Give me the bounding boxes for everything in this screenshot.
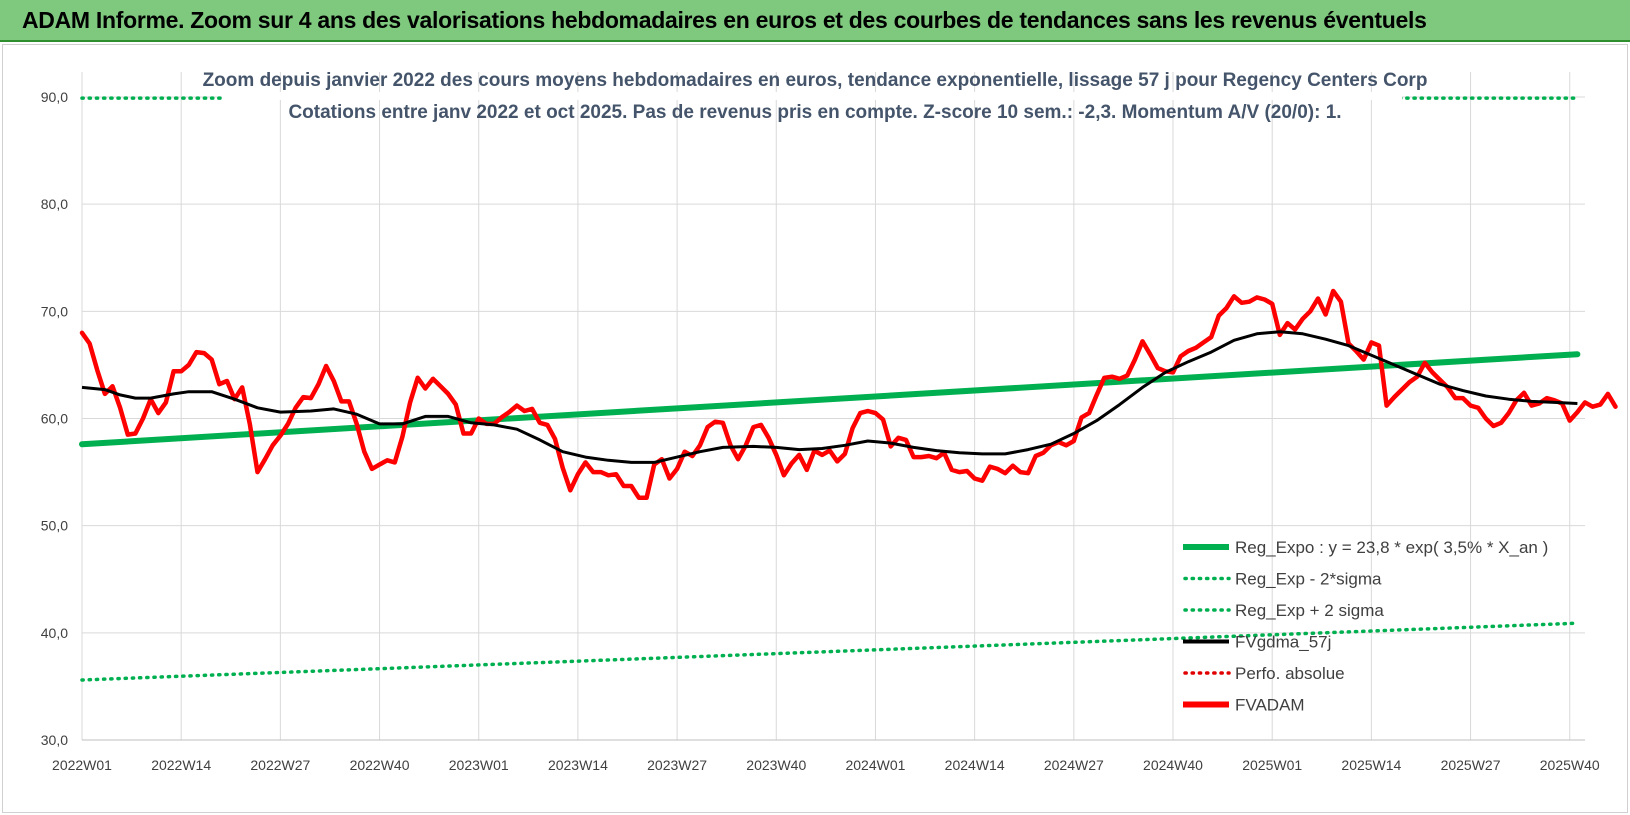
legend-item-reg_expo: Reg_Expo : y = 23,8 * exp( 3,5% * X_an ) [1183,538,1548,557]
x-tick-label: 2024W01 [845,757,905,773]
y-tick-label: 40,0 [41,625,68,641]
x-tick-label: 2023W40 [746,757,806,773]
legend-label: Reg_Expo : y = 23,8 * exp( 3,5% * X_an ) [1235,538,1548,557]
x-tick-label: 2025W01 [1242,757,1302,773]
series-reg-exp-minus-2-sigma [80,621,1580,682]
page-title: ADAM Informe. Zoom sur 4 ans des valoris… [22,7,1427,33]
x-tick-label: 2022W27 [250,757,310,773]
legend-label: Reg_Exp + 2 sigma [1235,601,1384,620]
chart-title-line-1: Zoom depuis janvier 2022 des cours moyen… [203,70,1428,91]
x-tick-label: 2023W14 [548,757,608,773]
y-tick-label: 80,0 [41,196,68,212]
chart-title-line-2: Cotations entre janv 2022 et oct 2025. P… [288,102,1341,123]
x-tick-label: 2025W14 [1341,757,1401,773]
x-tick-label: 2022W14 [151,757,211,773]
legend: Reg_Expo : y = 23,8 * exp( 3,5% * X_an )… [1183,538,1548,715]
series-fvgdma-57j [81,330,1578,464]
x-tick-label: 2024W14 [945,757,1005,773]
x-tick-label: 2025W27 [1441,757,1501,773]
x-tick-label: 2022W01 [52,757,112,773]
legend-label: Reg_Exp - 2*sigma [1235,570,1382,589]
y-tick-label: 70,0 [41,303,68,319]
legend-item-reg_plus: Reg_Exp + 2 sigma [1183,601,1384,620]
legend-item-reg_minus: Reg_Exp - 2*sigma [1183,570,1382,589]
legend-label: FVADAM [1235,696,1305,715]
y-tick-label: 60,0 [41,411,68,427]
legend-label: Perfo. absolue [1235,664,1345,683]
series-reg-expo [79,351,1581,448]
x-tick-label: 2023W27 [647,757,707,773]
x-tick-label: 2025W40 [1540,757,1600,773]
legend-label: FVgdma_57j [1235,633,1331,652]
chart-frame [2,44,1628,813]
title-mask [222,92,1402,100]
x-tick-label: 2024W27 [1044,757,1104,773]
x-tick-label: 2024W40 [1143,757,1203,773]
y-tick-label: 90,0 [41,89,68,105]
header-bar: ADAM Informe. Zoom sur 4 ans des valoris… [0,0,1630,42]
x-tick-label: 2023W01 [449,757,509,773]
legend-item-fvadam: FVADAM [1183,696,1305,715]
axes: 30,0 40,0 50,0 60,0 70,0 80,0 90,0 2022W01 2022W… [41,89,1600,773]
y-tick-label: 30,0 [41,732,68,748]
plot-area [79,96,1618,682]
series-fvadam [79,288,1618,501]
x-tick-label: 2022W40 [350,757,410,773]
legend-item-perfo: Perfo. absolue [1183,664,1345,683]
legend-item-fvgdma: FVgdma_57j [1183,633,1331,652]
chart-title: Zoom depuis janvier 2022 des cours moyen… [203,70,1428,123]
y-tick-label: 50,0 [41,518,68,534]
grid [81,72,1585,741]
